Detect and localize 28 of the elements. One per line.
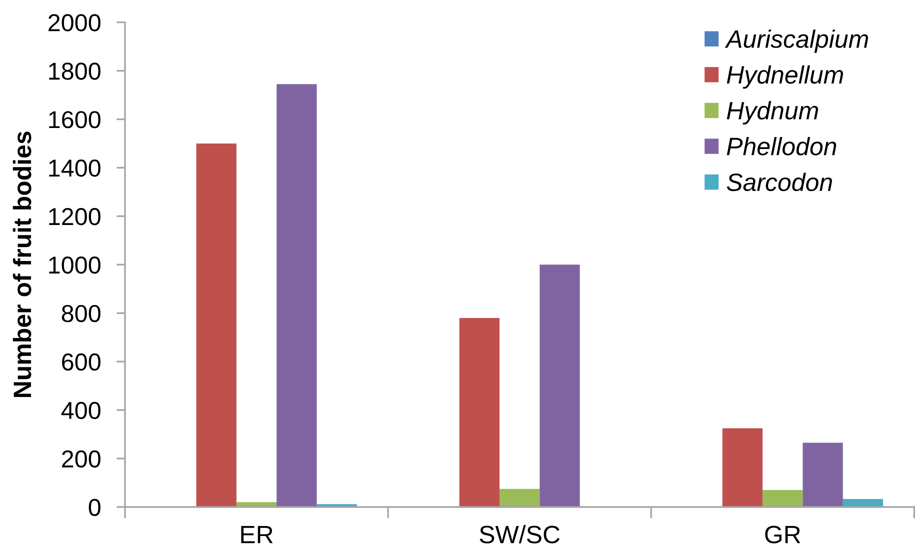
y-axis-title: Number of fruit bodies [12,132,32,397]
legend-label: Phellodon [726,136,836,156]
y-tick-label: 800 [62,304,100,322]
y-tick-label: 200 [62,450,100,468]
bar [802,442,843,507]
y-tick-label: 1200 [49,208,100,226]
bar [762,490,803,507]
x-tick-label: SW/SC [480,525,560,544]
legend-label: Auriscalpium [724,30,868,53]
y-tick-label: 1400 [49,160,100,177]
y-tick-label: 2000 [48,14,100,32]
y-tick-label: 0 [88,498,100,516]
y-tick-label: 1600 [49,111,100,128]
y-tick-label: 600 [62,353,100,371]
x-tick-label: ER [241,526,273,544]
y-tick-label: 1000 [49,256,100,274]
bar [196,143,236,507]
y-tick-label: 400 [61,402,100,420]
bar [540,264,580,507]
y-tick-label: 1800 [49,62,100,80]
legend-label: Hydnellum [726,65,844,89]
bar [459,318,500,507]
bar [276,84,317,507]
legend-label: Hydnum [726,101,818,124]
x-tick-label: GR [765,526,800,544]
bar [722,428,763,507]
bar [500,488,540,507]
legend-label: Sarcodon [726,172,832,192]
